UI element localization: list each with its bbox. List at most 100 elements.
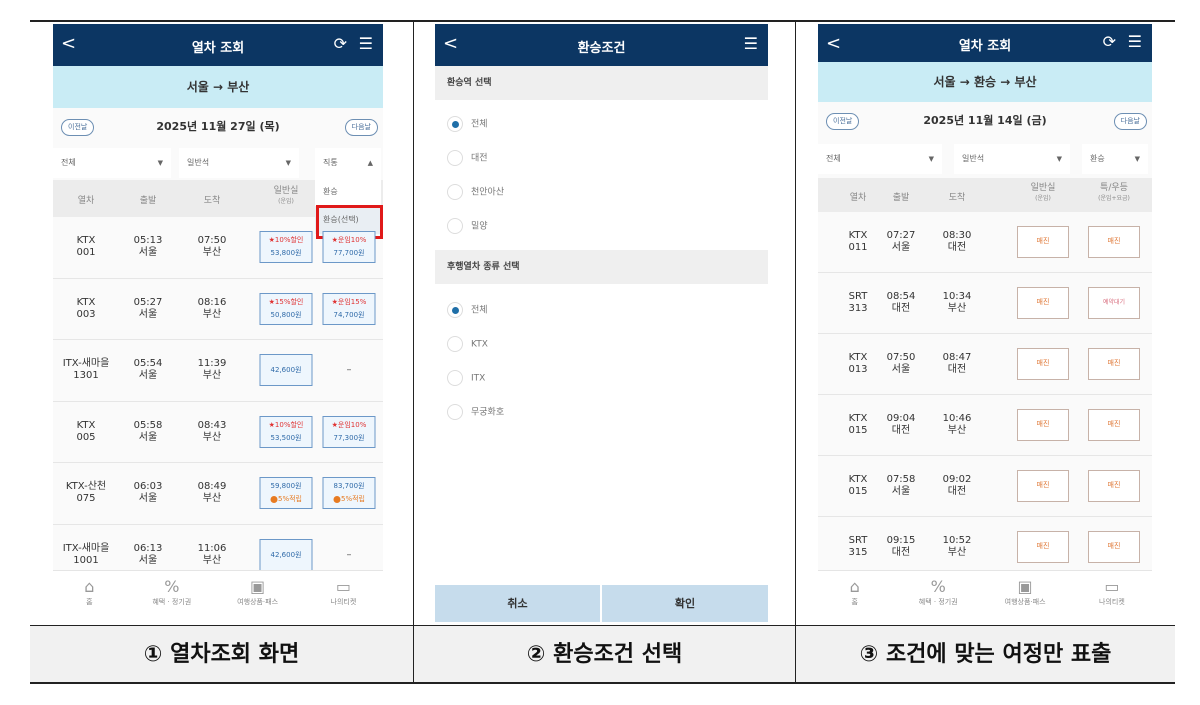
special-fare-button[interactable]: ★운임10% 77,300원 [322,415,376,448]
table-row[interactable]: KTX 013 07:50 서울 08:47 대전 매진 매진 [818,334,1152,395]
radio-label: 전체 [471,305,488,316]
select-value: 전체 [61,158,76,167]
general-seat-button[interactable]: 매진 [1017,531,1069,563]
nav-item[interactable]: ▣ 여행상품·패스 [1005,577,1046,607]
fare-price: 53,500원 [270,433,302,442]
train-type-select[interactable]: 전체 ▼ [818,144,942,174]
seat-type-select[interactable]: 일반석 ▼ [179,148,299,178]
table-row[interactable]: KTX-산천 075 06:03 서울 08:49 부산 59,800원 5%적립 83,700… [53,463,383,525]
radio-button[interactable] [447,404,463,420]
general-fare-button[interactable]: 42,600원 [259,538,313,571]
table-row[interactable]: KTX 015 09:04 대전 10:46 부산 매진 매진 [818,395,1152,456]
seat-type-select[interactable]: 일반석 ▼ [954,144,1070,174]
radio-option[interactable]: 전체 [447,302,488,319]
special-fare-button[interactable]: 83,700원 5%적립 [322,477,376,510]
general-fare-button[interactable]: ★15%할인 50,800원 [259,292,313,325]
radio-button[interactable] [447,116,463,132]
nav-item[interactable]: ▭ 나의티켓 [1099,577,1125,607]
confirm-button[interactable]: 확인 [602,585,768,622]
refresh-icon[interactable]: ⟳ [333,34,347,53]
radio-option[interactable]: 천안아산 [447,184,504,201]
dropdown-option-transfer-select[interactable]: 환승(선택) [315,206,381,234]
radio-button[interactable] [447,150,463,166]
departure-cell: 09:15 대전 [887,535,916,559]
departure-station: 서울 [138,308,158,320]
nav-item[interactable]: ⌂ 홈 [84,577,94,607]
nav-item[interactable]: ▣ 여행상품·패스 [237,577,278,607]
dropdown-option-transfer[interactable]: 환승 [323,187,338,196]
menu-icon[interactable]: ☰ [1127,32,1142,51]
radio-option[interactable]: 대전 [447,150,488,167]
general-fare-button[interactable]: ★10%할인 53,800원 [259,231,313,264]
table-row[interactable]: ITX-새마을 1001 06:13 서울 11:06 부산 42,600원 – [53,525,383,586]
table-row[interactable]: ITX-새마을 1301 05:54 서울 11:39 부산 42,600원 – [53,340,383,402]
menu-icon[interactable]: ☰ [743,34,758,53]
nav-item[interactable]: % 혜택 · 정기권 [919,577,958,607]
arrival-station: 부산 [202,493,222,505]
departure-station: 대전 [891,547,911,558]
table-row[interactable]: KTX 011 07:27 서울 08:30 대전 매진 매진 [818,212,1152,273]
route-type-select[interactable]: 직통 ▲ [315,148,381,178]
radio-option[interactable]: 밀양 [447,218,488,235]
table-row[interactable]: SRT 315 09:15 대전 10:52 부산 매진 매진 [818,517,1152,578]
general-fare-button[interactable]: 42,600원 [259,354,313,387]
back-icon[interactable]: < [61,33,77,54]
train-number: 1301 [73,370,99,382]
radio-button[interactable] [447,184,463,200]
nav-item[interactable]: ▭ 나의티켓 [331,577,357,607]
radio-option[interactable]: ITX [447,370,485,387]
select-value: 전체 [826,154,841,163]
radio-label: KTX [471,339,488,350]
table-row[interactable]: KTX 015 07:58 서울 09:02 대전 매진 매진 [818,456,1152,517]
general-fare-button[interactable]: ★10%할인 53,500원 [259,415,313,448]
nav-item[interactable]: % 혜택 · 정기권 [152,577,191,607]
train-type-select[interactable]: 전체 ▼ [53,148,171,178]
radio-button[interactable] [447,302,463,318]
back-icon[interactable]: < [443,33,459,54]
point-label: 5%적립 [261,493,312,506]
departure-cell: 05:27 서울 [134,297,163,321]
general-seat-button[interactable]: 매진 [1017,226,1069,258]
special-seat-button[interactable]: 매진 [1088,470,1140,502]
table-row[interactable]: SRT 313 08:54 대전 10:34 부산 매진 예약대기 [818,273,1152,334]
point-label: 5%적립 [324,493,375,506]
radio-button[interactable] [447,370,463,386]
special-seat-button[interactable]: 예약대기 [1088,287,1140,319]
table-row[interactable]: KTX 005 05:58 서울 08:43 부산 ★10%할인 53,500원 ★운임10% 7… [53,402,383,463]
fare-price: 83,700원 [333,482,365,491]
cancel-button[interactable]: 취소 [435,585,601,622]
radio-button[interactable] [447,218,463,234]
special-fare-button[interactable]: ★운임10% 77,700원 [322,231,376,264]
radio-button[interactable] [447,336,463,352]
back-icon[interactable]: < [826,33,842,54]
prev-day-button[interactable]: 이전날 [826,113,860,130]
radio-option[interactable]: 전체 [447,116,488,133]
refresh-icon[interactable]: ⟳ [1102,32,1116,51]
table-row[interactable]: KTX 003 05:27 서울 08:16 부산 ★15%할인 50,800원 ★운임15% 7… [53,279,383,340]
general-seat-button[interactable]: 매진 [1017,287,1069,319]
table-row[interactable]: KTX 001 05:13 서울 07:50 부산 ★10%할인 53,800원 ★운임10% 7… [53,217,383,279]
radio-option[interactable]: KTX [447,336,488,353]
nav-item[interactable]: ⌂ 홈 [850,577,860,607]
general-seat-button[interactable]: 매진 [1017,409,1069,441]
next-day-button[interactable]: 다음날 [1113,113,1147,130]
nav-label: 혜택 · 정기권 [152,598,192,606]
special-fare-button[interactable]: ★운임15% 74,700원 [322,292,376,325]
train-cell: KTX 001 [76,235,95,259]
radio-label: ITX [471,373,486,384]
menu-icon[interactable]: ☰ [358,34,373,53]
section-transfer-station: 환승역 선택 [435,66,768,100]
prev-day-button[interactable]: 이전날 [61,119,95,136]
arrival-station: 대전 [947,364,967,375]
radio-option[interactable]: 무궁화호 [447,404,504,421]
route-type-select[interactable]: 환승 ▼ [1082,144,1148,174]
general-seat-button[interactable]: 매진 [1017,348,1069,380]
train-number: 015 [848,425,868,436]
special-seat-button[interactable]: 매진 [1088,348,1140,380]
special-seat-button[interactable]: 매진 [1088,409,1140,441]
general-fare-button[interactable]: 59,800원 5%적립 [259,477,313,510]
special-seat-button[interactable]: 매진 [1088,226,1140,258]
general-seat-button[interactable]: 매진 [1017,470,1069,502]
next-day-button[interactable]: 다음날 [344,119,378,136]
special-seat-button[interactable]: 매진 [1088,531,1140,563]
